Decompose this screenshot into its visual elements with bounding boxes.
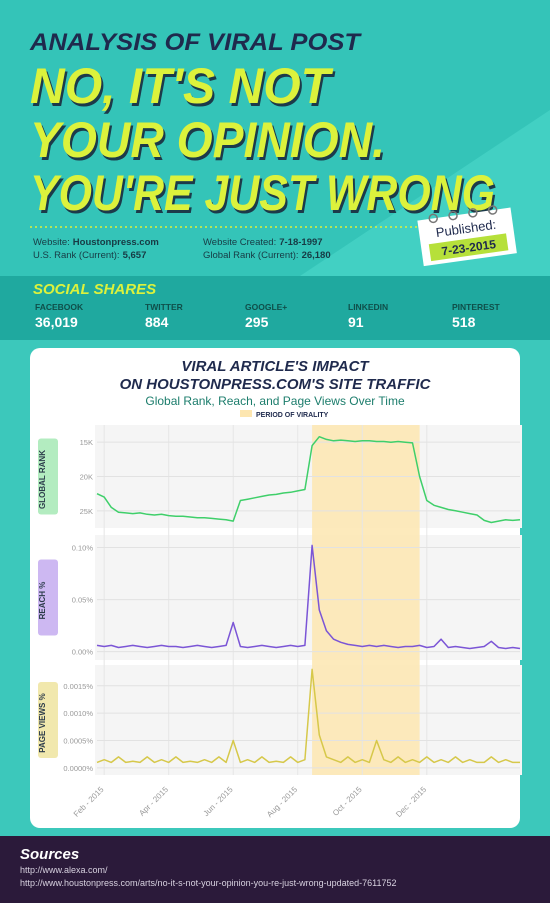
ring [448, 210, 458, 221]
series-line [96, 435, 521, 524]
y-axis-label: REACH % [38, 582, 47, 620]
y-tick-label: 0.0000% [63, 764, 93, 773]
info: Website Created: 7-18-1997 [203, 237, 323, 248]
chart-subtitle: Global Rank, Reach, and Page Views Over … [145, 394, 405, 408]
ring [428, 213, 438, 224]
share-value: 518 [452, 314, 476, 330]
share-label: PINTEREST [452, 302, 501, 312]
y-axis-label: GLOBAL RANK [38, 450, 47, 509]
series-line [96, 544, 521, 650]
shares: FACEBOOK 36,019 TWITTER 884 GOOGLE+ 295 LINKED… [35, 302, 501, 330]
y-label-tag [38, 682, 58, 758]
title-line: YOU'RE JUST WRONG [30, 165, 495, 221]
share-label: LINKEDIN [348, 302, 388, 312]
legend-label: PERIOD OF VIRALITY [256, 412, 329, 419]
sources-title: Sources [20, 846, 79, 863]
footer-bg [0, 836, 550, 903]
y-label-tag [38, 559, 58, 636]
ring [487, 205, 498, 215]
share-value: 884 [145, 314, 169, 330]
source-link: http://www.houstonpress.com/arts/no-it-s… [20, 878, 397, 888]
share-value: 36,019 [35, 314, 78, 330]
share-label: GOOGLE+ [245, 302, 287, 312]
title-line: YOUR OPINION. [30, 112, 385, 168]
source-link: http://www.alexa.com/ [20, 865, 108, 875]
share-label: TWITTER [145, 302, 183, 312]
y-tick-label: 20K [80, 473, 93, 482]
title-line: NO, IT'S NOT [30, 58, 334, 114]
info: Website: Houstonpress.com [33, 237, 159, 248]
date-bg [428, 233, 509, 262]
chart-title: ON HOUSTONPRESS.COM'S SITE TRAFFIC [120, 376, 432, 393]
info: U.S. Rank (Current): 5,657 [33, 250, 146, 261]
shares-title: SOCIAL SHARES [33, 281, 156, 298]
y-axis-label: PAGE VIEWS % [38, 693, 47, 752]
series-line [96, 668, 520, 764]
share-label: FACEBOOK [35, 302, 84, 312]
y-tick-label: 0.05% [72, 596, 94, 605]
chart-title: VIRAL ARTICLE'S IMPACT [181, 358, 370, 375]
y-tick-label: 0.0010% [63, 709, 93, 718]
shares-bg [0, 276, 550, 340]
share-value: 91 [348, 314, 364, 330]
share-value: 295 [245, 314, 269, 330]
y-label-tag [38, 438, 58, 515]
y-tick-label: 0.10% [72, 544, 94, 553]
y-tick-label: 0.0015% [63, 682, 93, 691]
y-tick-label: 25K [80, 507, 93, 516]
published-badge: Published: 7-23-2015 [417, 205, 517, 267]
y-tick-label: 0.0005% [63, 737, 93, 746]
legend-swatch [240, 410, 252, 417]
y-tick-label: 0.00% [72, 648, 94, 657]
y-tick-label: 15K [80, 438, 93, 447]
ring [468, 208, 478, 218]
kicker: ANALYSIS OF VIRAL POST [29, 29, 363, 56]
info: Global Rank (Current): 26,180 [203, 250, 331, 261]
